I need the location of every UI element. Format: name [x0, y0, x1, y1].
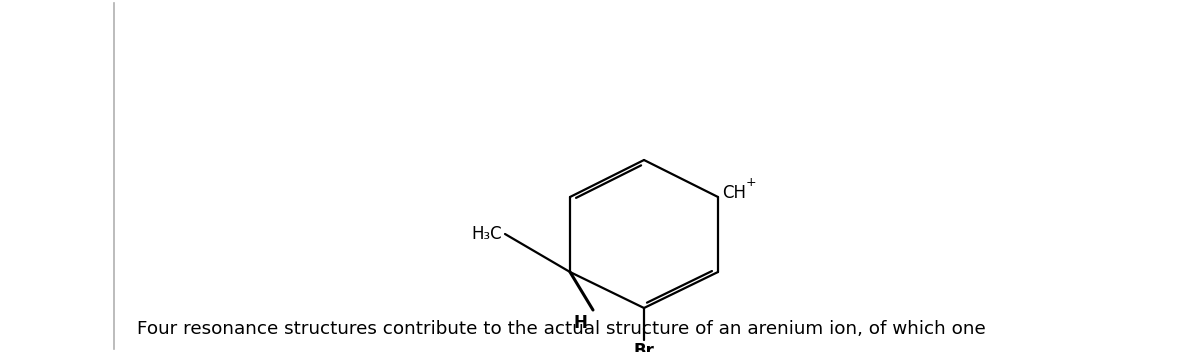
Text: H₃C: H₃C: [472, 225, 502, 243]
Text: Four resonance structures contribute to the actual structure of an arenium ion, : Four resonance structures contribute to …: [137, 320, 985, 338]
Text: Br: Br: [634, 342, 654, 352]
Text: +: +: [746, 176, 757, 189]
Text: CH: CH: [722, 184, 746, 202]
Text: H: H: [574, 314, 587, 332]
